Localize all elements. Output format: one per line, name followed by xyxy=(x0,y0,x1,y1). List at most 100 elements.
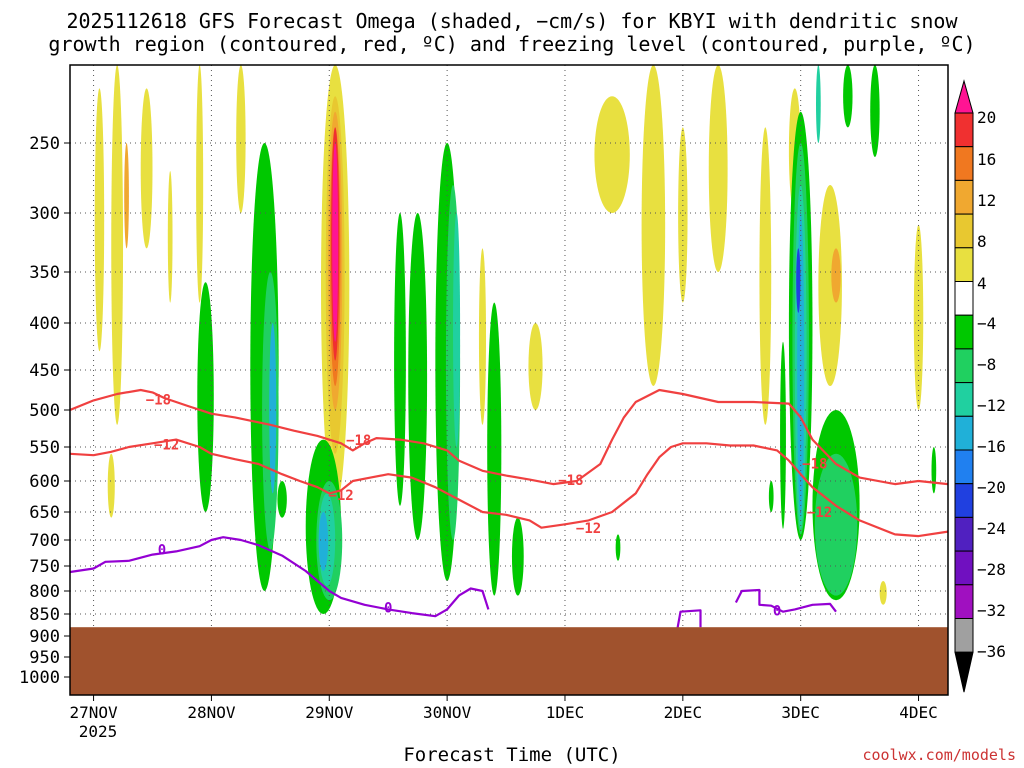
freezing-level-line xyxy=(70,536,490,618)
colorbar-label: −20 xyxy=(977,478,1006,497)
y-tick-label: 650 xyxy=(29,503,60,523)
omega-cell xyxy=(487,302,502,596)
omega-cell xyxy=(594,96,630,213)
colorbar-label: −28 xyxy=(977,560,1006,579)
y-tick-label: 700 xyxy=(29,531,60,551)
contour-label: 0 xyxy=(773,604,781,620)
y-tick-label: 300 xyxy=(29,204,60,224)
x-tick-label: 27NOV xyxy=(69,703,118,722)
terrain-fill xyxy=(70,627,948,695)
contour-label: −18 xyxy=(146,392,171,408)
omega-cell xyxy=(796,248,801,313)
colorbar-label: −16 xyxy=(977,437,1006,456)
colorbar-label: −24 xyxy=(977,519,1006,538)
colorbar-tile xyxy=(954,449,974,485)
colorbar-label: −12 xyxy=(977,396,1006,415)
omega-cell xyxy=(277,481,287,518)
y-tick-label: 350 xyxy=(29,263,60,283)
freezing-level-line xyxy=(734,588,837,613)
year-label: 2025 xyxy=(79,722,118,741)
isotherm-minus18-line xyxy=(70,388,948,486)
omega-cell xyxy=(816,65,821,143)
omega-cell xyxy=(818,185,842,386)
colorbar-tile xyxy=(954,584,974,619)
colorbar-tile xyxy=(954,415,974,451)
omega-cell xyxy=(167,171,173,303)
x-tick-label: 2DEC xyxy=(664,703,703,722)
omega-cell xyxy=(831,248,841,303)
colorbar-tile xyxy=(954,483,974,518)
chart-title-line-2: growth region (contoured, red, ºC) and f… xyxy=(48,32,976,56)
omega-cell xyxy=(780,341,786,529)
colorbar-label: 16 xyxy=(977,150,996,169)
colorbar-tile xyxy=(954,618,974,653)
plot-frame xyxy=(69,64,949,696)
y-tick-label: 250 xyxy=(29,134,60,154)
omega-cell xyxy=(814,453,858,596)
omega-cell xyxy=(641,65,666,386)
omega-cell xyxy=(394,213,406,506)
omega-cell xyxy=(196,65,204,303)
chart-title-line-1: 2025112618 GFS Forecast Omega (shaded, −… xyxy=(66,9,958,33)
freezing-level-line xyxy=(675,609,702,632)
colorbar-tile xyxy=(954,112,974,148)
y-tick-label: 400 xyxy=(29,314,60,334)
colorbar-label: 8 xyxy=(977,232,987,251)
x-tick-label: 4DEC xyxy=(899,703,938,722)
colorbar-top-arrow xyxy=(954,79,974,114)
y-tick-label: 550 xyxy=(29,438,60,458)
omega-cell xyxy=(843,65,853,128)
colorbar-tile xyxy=(954,179,974,215)
omega-cell xyxy=(759,127,772,425)
credit-label: coolwx.com/models xyxy=(862,746,1016,764)
omega-cell xyxy=(111,65,124,425)
omega-cell xyxy=(140,88,153,249)
omega-cell xyxy=(107,453,115,518)
colorbar-label: −32 xyxy=(977,601,1006,620)
omega-cell xyxy=(269,323,277,494)
gridlines xyxy=(70,65,948,695)
y-axis: 2503003504004505005506006507007508008509… xyxy=(19,134,70,688)
contour-label: −18 xyxy=(558,473,583,489)
colorbar-label: 20 xyxy=(977,108,996,127)
omega-cell xyxy=(931,447,937,494)
x-tick-label: 29NOV xyxy=(305,703,354,722)
omega-cell xyxy=(528,323,543,410)
colorbar-tile xyxy=(954,382,974,417)
omega-cell xyxy=(708,65,728,272)
colorbar-tile xyxy=(954,281,974,316)
colorbar-tile xyxy=(954,550,974,586)
colorbar-label: 4 xyxy=(977,274,987,293)
contour-label: −18 xyxy=(802,457,827,473)
colorbar-label: −4 xyxy=(977,314,996,333)
colorbar-bottom-arrow xyxy=(954,651,974,693)
omega-cell xyxy=(332,143,339,342)
omega-cell xyxy=(870,65,880,157)
x-tick-label: 28NOV xyxy=(187,703,236,722)
omega-cell xyxy=(124,143,129,249)
omega-cell xyxy=(197,282,214,512)
omega-cell xyxy=(913,224,924,410)
contour-label: −12 xyxy=(154,438,179,454)
colorbar-tile xyxy=(954,146,974,181)
contour-label: 0 xyxy=(384,600,392,616)
colorbar: 20 16 12 8 4 −4 −8 −12 −16 −20 −24 −28 −32 −36 xyxy=(954,79,1006,693)
omega-cell xyxy=(879,581,887,605)
omega-cell xyxy=(615,534,621,561)
y-tick-label: 850 xyxy=(29,605,60,625)
y-tick-label: 450 xyxy=(29,361,60,381)
y-tick-label: 750 xyxy=(29,557,60,577)
x-tick-label: 3DEC xyxy=(781,703,820,722)
x-axis-label: Forecast Time (UTC) xyxy=(403,744,621,766)
y-tick-label: 500 xyxy=(29,401,60,421)
contour-label: −12 xyxy=(328,488,353,504)
y-tick-label: 600 xyxy=(29,472,60,492)
colorbar-tile xyxy=(954,247,974,283)
colorbar-tile xyxy=(954,516,974,552)
contour-labels: −18 −12 −18 −12 −18 −12 −18 −12 0 0 0 xyxy=(146,392,832,619)
omega-cell xyxy=(453,213,461,447)
x-tick-label: 30NOV xyxy=(423,703,472,722)
omega-cell xyxy=(94,88,105,352)
omega-cell xyxy=(478,248,487,425)
